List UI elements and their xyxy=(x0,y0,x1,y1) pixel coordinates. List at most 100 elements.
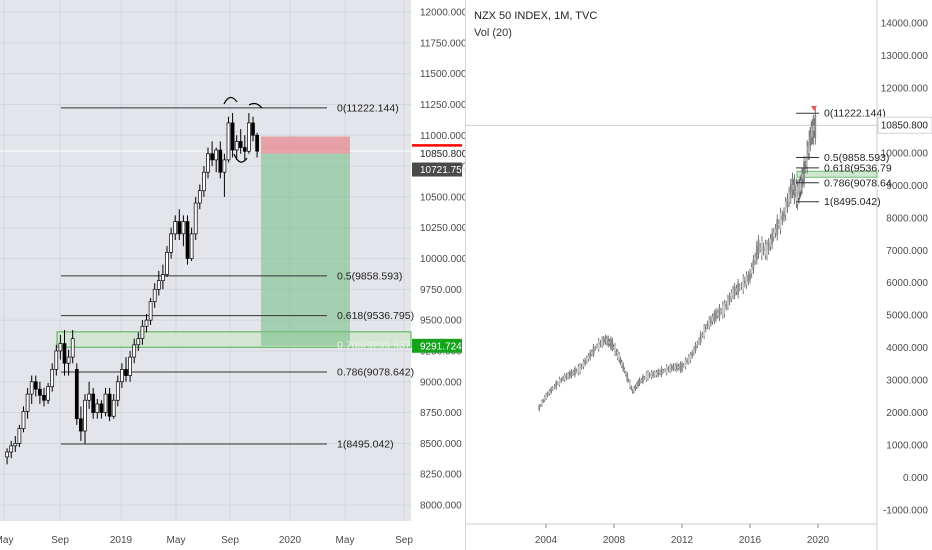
candle xyxy=(691,349,694,359)
fib-level-label: 0.618(9536.79 xyxy=(824,162,892,174)
candle-body xyxy=(577,366,580,374)
candle-body xyxy=(723,303,726,315)
candle xyxy=(582,359,585,370)
candle xyxy=(670,363,673,372)
price-tick-label: 11000.000 xyxy=(420,131,466,142)
price-axis[interactable] xyxy=(411,0,466,550)
candle xyxy=(625,370,627,377)
price-badge-label: 9291.724 xyxy=(420,341,462,352)
candle-body xyxy=(560,379,563,381)
candle xyxy=(181,215,186,247)
candle xyxy=(615,348,618,356)
candle xyxy=(631,389,634,394)
candle xyxy=(611,337,614,352)
candle-body xyxy=(721,304,724,316)
candle-body xyxy=(752,259,755,270)
candle-body xyxy=(670,366,673,370)
candle xyxy=(197,184,202,210)
price-badge-bg xyxy=(412,338,462,353)
candle-body xyxy=(699,333,702,343)
time-tick-label: Sep xyxy=(221,535,239,546)
candle-body xyxy=(79,418,83,432)
candle-body xyxy=(630,387,633,389)
candle-body xyxy=(584,360,586,364)
price-badge: 9291.724 xyxy=(412,338,462,353)
candle-body xyxy=(791,178,794,193)
candle-body xyxy=(625,372,627,375)
candle-body xyxy=(17,428,22,444)
candle xyxy=(771,228,773,250)
candle-body xyxy=(612,347,615,349)
left-chart-pane[interactable]: May Sep 2019 May Sep 2020 May Sep 12000.000 11750… xyxy=(0,0,466,550)
candle xyxy=(655,369,658,378)
price-badge-bg xyxy=(412,146,462,161)
candle xyxy=(645,371,648,382)
candle-body xyxy=(189,233,194,259)
annotation-arc[interactable] xyxy=(223,96,238,105)
candle xyxy=(111,394,116,419)
fib-level-label: 0.5(9858.593) xyxy=(337,270,402,282)
candle xyxy=(723,299,726,318)
support-zone[interactable] xyxy=(796,170,878,178)
candle-body xyxy=(793,180,796,199)
candle-body xyxy=(664,370,666,372)
right-chart-canvas[interactable]: 14000.00013000.00012000.00011000.0001000… xyxy=(466,0,932,550)
candle-body xyxy=(727,298,729,307)
candle-body xyxy=(713,313,716,321)
price-tick-label: 8000.000 xyxy=(420,501,462,512)
candle-body xyxy=(679,363,682,371)
candle xyxy=(577,364,580,376)
candle-body xyxy=(95,403,100,413)
candle-body xyxy=(538,405,541,410)
candle-body xyxy=(657,370,660,376)
right-chart-pane[interactable]: 14000.00013000.00012000.00011000.0001000… xyxy=(466,0,932,550)
annotation-arc[interactable] xyxy=(248,102,263,109)
take-profit-zone[interactable] xyxy=(261,153,350,346)
candle xyxy=(120,363,124,388)
candle xyxy=(560,377,563,383)
candle-body xyxy=(662,371,665,373)
candle-body xyxy=(738,287,741,289)
candle-body xyxy=(637,381,640,386)
candle xyxy=(70,329,75,364)
candle xyxy=(570,369,573,379)
candle xyxy=(715,308,717,323)
candle-body xyxy=(226,122,231,161)
time-axis[interactable] xyxy=(0,521,411,550)
candle xyxy=(230,113,235,158)
chart-title: NZX 50 INDEX, 1M, TVC xyxy=(474,10,598,22)
price-tick-label: 10500.000 xyxy=(420,192,466,203)
candle xyxy=(13,435,18,453)
price-tick-label: 3000.000 xyxy=(886,376,928,387)
volume-indicator-label[interactable]: Vol (20) xyxy=(474,27,512,39)
fib-level-label: 0(11222.144) xyxy=(824,108,886,120)
candle xyxy=(584,357,586,367)
candle-body xyxy=(197,190,202,204)
candle-body xyxy=(605,338,608,343)
candle xyxy=(779,207,782,235)
candle-body xyxy=(565,374,568,379)
annotation-arc[interactable] xyxy=(233,153,248,163)
candle xyxy=(555,380,558,390)
candle xyxy=(693,346,695,356)
candle-body xyxy=(645,373,648,380)
candle-body xyxy=(686,360,688,363)
candle xyxy=(161,264,165,290)
candle-body xyxy=(706,323,709,327)
plot-background xyxy=(466,0,932,550)
candle xyxy=(543,395,546,403)
candle xyxy=(9,440,14,459)
candle xyxy=(730,289,733,303)
candle xyxy=(563,373,566,382)
left-chart-canvas[interactable]: May Sep 2019 May Sep 2020 May Sep 12000.000 11750… xyxy=(0,0,466,550)
price-tick-label: 8750.000 xyxy=(420,408,462,419)
candle xyxy=(5,448,9,465)
candle-body xyxy=(730,292,733,299)
candle xyxy=(619,356,622,365)
candle-body xyxy=(255,134,259,152)
stop-loss-zone[interactable] xyxy=(261,136,350,154)
candle-body xyxy=(83,399,87,432)
price-tick-label: -1000.000 xyxy=(883,506,928,517)
candle-body xyxy=(631,390,634,393)
candle-body xyxy=(766,244,768,256)
